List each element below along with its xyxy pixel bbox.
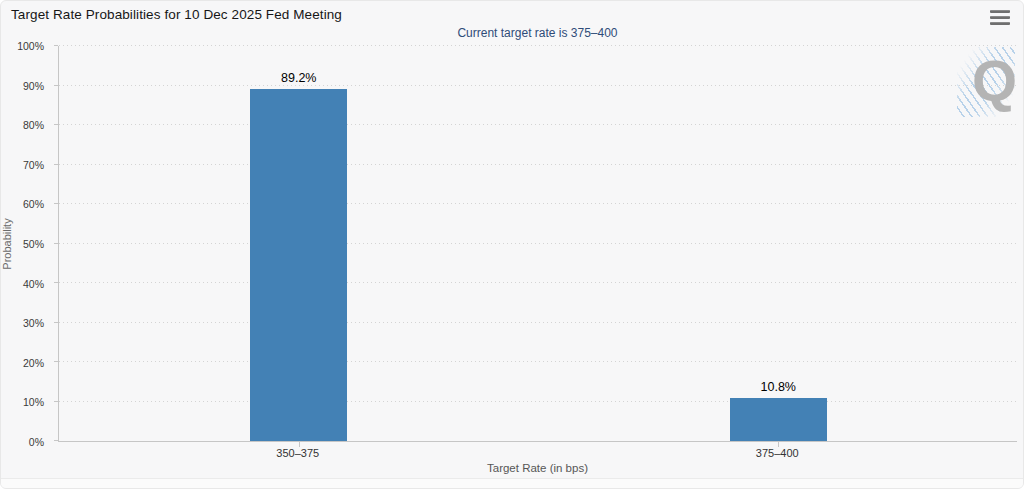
chart-subtitle: Current target rate is 375–400	[58, 26, 1017, 40]
y-axis-tick	[54, 322, 58, 323]
y-axis-tick	[54, 203, 58, 204]
probability-bar[interactable]	[730, 398, 827, 441]
plot-area: 89.2% 10.8%	[58, 46, 1017, 442]
probability-bar[interactable]	[250, 89, 347, 441]
y-axis-tick	[54, 361, 58, 362]
gridline	[59, 401, 1017, 402]
y-axis-tick	[54, 243, 58, 244]
chart-title: Target Rate Probabilities for 10 Dec 202…	[11, 7, 342, 22]
y-axis-tick	[54, 45, 58, 46]
y-tick-label: 20%	[23, 357, 44, 369]
x-category-label: 350–375	[238, 447, 358, 459]
gridline	[59, 85, 1017, 86]
y-tick-label: 60%	[23, 198, 44, 210]
y-axis-tick	[54, 124, 58, 125]
y-axis-tick	[54, 282, 58, 283]
gridline	[59, 203, 1017, 204]
fedwatch-chart-panel: Target Rate Probabilities for 10 Dec 202…	[0, 0, 1024, 489]
x-axis-title: Target Rate (in bps)	[58, 462, 1017, 474]
y-axis-tick	[54, 401, 58, 402]
y-tick-label: 40%	[23, 278, 44, 290]
gridline	[59, 243, 1017, 244]
hamburger-menu-icon[interactable]	[990, 10, 1010, 25]
y-axis-tick	[54, 164, 58, 165]
bar-value-label: 89.2%	[250, 71, 347, 85]
gridline	[59, 322, 1017, 323]
gridline	[59, 164, 1017, 165]
bar-value-label: 10.8%	[730, 380, 827, 394]
hamburger-bar	[990, 10, 1010, 13]
y-tick-label: 50%	[23, 238, 44, 250]
gridline	[59, 361, 1017, 362]
gridline	[59, 282, 1017, 283]
y-tick-label: 100%	[17, 40, 44, 52]
gridline	[59, 124, 1017, 125]
hamburger-bar	[990, 22, 1010, 25]
y-axis-tick	[54, 85, 58, 86]
y-tick-label: 80%	[23, 119, 44, 131]
x-category-label: 375–400	[717, 447, 837, 459]
hamburger-bar	[990, 16, 1010, 19]
y-tick-label: 30%	[23, 317, 44, 329]
y-axis-tick	[54, 440, 58, 441]
y-tick-label: 90%	[23, 80, 44, 92]
gridline	[59, 45, 1017, 46]
y-tick-label: 0%	[29, 436, 44, 448]
horizontal-scrollbar[interactable]	[1, 478, 1023, 488]
y-axis-title: Probability	[0, 46, 15, 442]
y-tick-label: 70%	[23, 159, 44, 171]
y-tick-label: 10%	[23, 396, 44, 408]
